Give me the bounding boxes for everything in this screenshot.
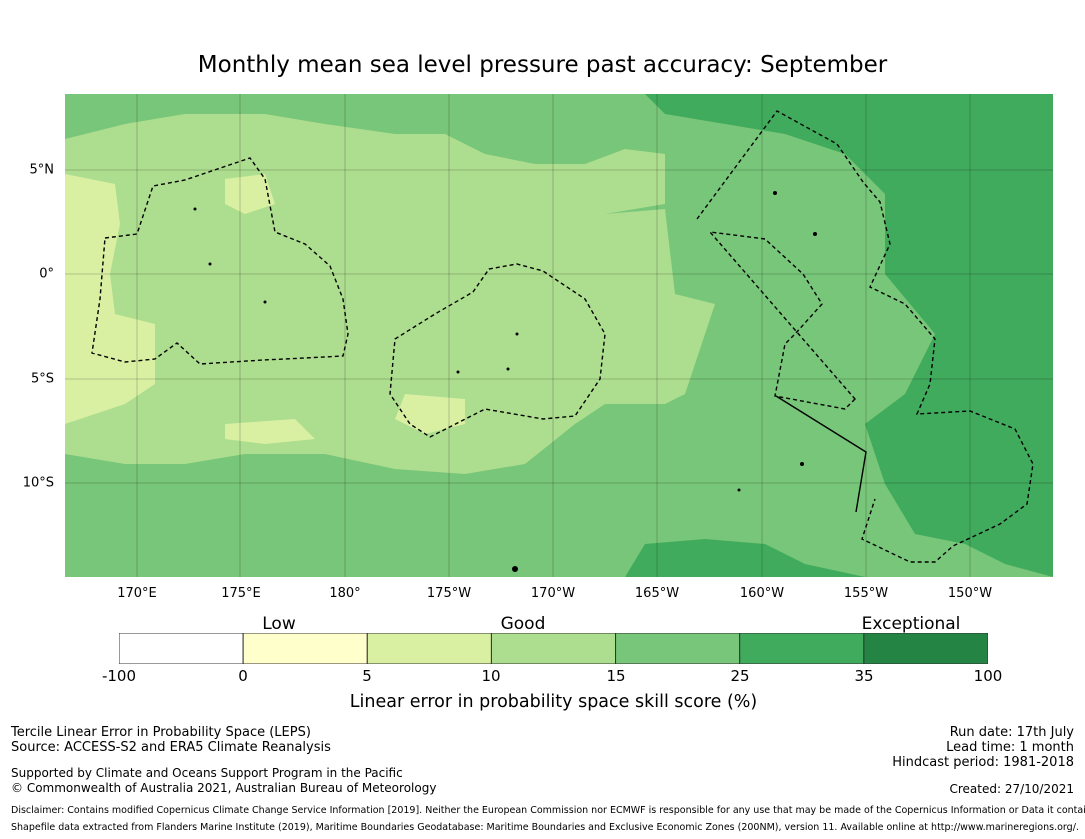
footer-support: Supported by Climate and Oceans Support … <box>11 766 403 780</box>
lat-label-10s: 10°S <box>22 475 54 491</box>
map-region-top <box>65 94 665 164</box>
colorbar-tick: 0 <box>238 667 248 685</box>
eez-kiribati-line <box>696 110 1034 563</box>
colorbar-tick: 100 <box>973 667 1003 685</box>
lat-label-5n: 5°N <box>29 162 55 178</box>
map-region-southeast <box>625 539 865 577</box>
lat-label-5s: 5°S <box>30 371 54 387</box>
colorbar-tick: 10 <box>481 667 501 685</box>
map-region-east <box>645 94 1053 577</box>
lon-label-175w: 175°W <box>426 586 472 601</box>
footer-method: Tercile Linear Error in Probability Spac… <box>11 725 311 740</box>
lon-label-155w: 155°W <box>843 586 889 601</box>
category-low: Low <box>262 614 296 634</box>
colorbar-label: Linear error in probability space skill … <box>349 692 758 712</box>
lon-label-170e: 170°E <box>117 586 157 601</box>
run-date: Run date: 17th July <box>949 725 1074 740</box>
colorbar-tick: 25 <box>730 667 750 685</box>
skill-map <box>65 94 1053 577</box>
shapefile-credit: Shapefile data extracted from Flanders M… <box>11 822 1079 833</box>
map-gridlines <box>65 94 1053 577</box>
colorbar <box>119 633 988 664</box>
colorbar-tick: 15 <box>606 667 626 685</box>
category-exceptional: Exceptional <box>861 614 961 634</box>
lon-label-175e: 175°E <box>221 586 261 601</box>
lon-label-165w: 165°W <box>634 586 680 601</box>
colorbar-segment <box>739 633 865 664</box>
lon-label-170w: 170°W <box>530 586 576 601</box>
colorbar-segment <box>242 633 368 664</box>
colorbar-tick: 5 <box>362 667 372 685</box>
colorbar-tick: -100 <box>101 667 137 685</box>
map-region-central <box>395 394 465 434</box>
colorbar-segment <box>366 633 492 664</box>
eez-kiribati-gilbert <box>91 157 349 365</box>
hindcast-period: Hindcast period: 1981-2018 <box>892 755 1074 770</box>
category-good: Good <box>500 614 546 634</box>
islands <box>193 191 817 572</box>
lat-label-0: 0° <box>39 266 54 282</box>
map-title: Monthly mean sea level pressure past acc… <box>197 52 888 78</box>
eez-boundaries <box>91 110 1034 563</box>
footer-source: Source: ACCESS-S2 and ERA5 Climate Reana… <box>11 740 331 755</box>
map-region-mid <box>65 94 1053 577</box>
colorbar-tick: 35 <box>854 667 874 685</box>
lead-time: Lead time: 1 month <box>946 740 1074 755</box>
map-region-central2 <box>225 419 315 444</box>
lon-label-180: 180° <box>329 586 361 601</box>
footer-copyright: © Commonwealth of Australia 2021, Austra… <box>11 781 437 795</box>
lon-label-160w: 160°W <box>739 586 785 601</box>
colorbar-segment <box>863 633 988 664</box>
colorbar-segment <box>490 633 617 664</box>
map-region-west2 <box>225 174 275 214</box>
eez-kiribati-phoenix <box>389 263 606 438</box>
lon-label-150w: 150°W <box>947 586 993 601</box>
disclaimer: Disclaimer: Contains modified Copernicus… <box>11 805 1085 816</box>
colorbar-segment <box>615 633 741 664</box>
created-date: Created: 27/10/2021 <box>949 782 1074 796</box>
eez-solid-boundary <box>775 395 867 513</box>
colorbar-segment <box>119 633 244 664</box>
